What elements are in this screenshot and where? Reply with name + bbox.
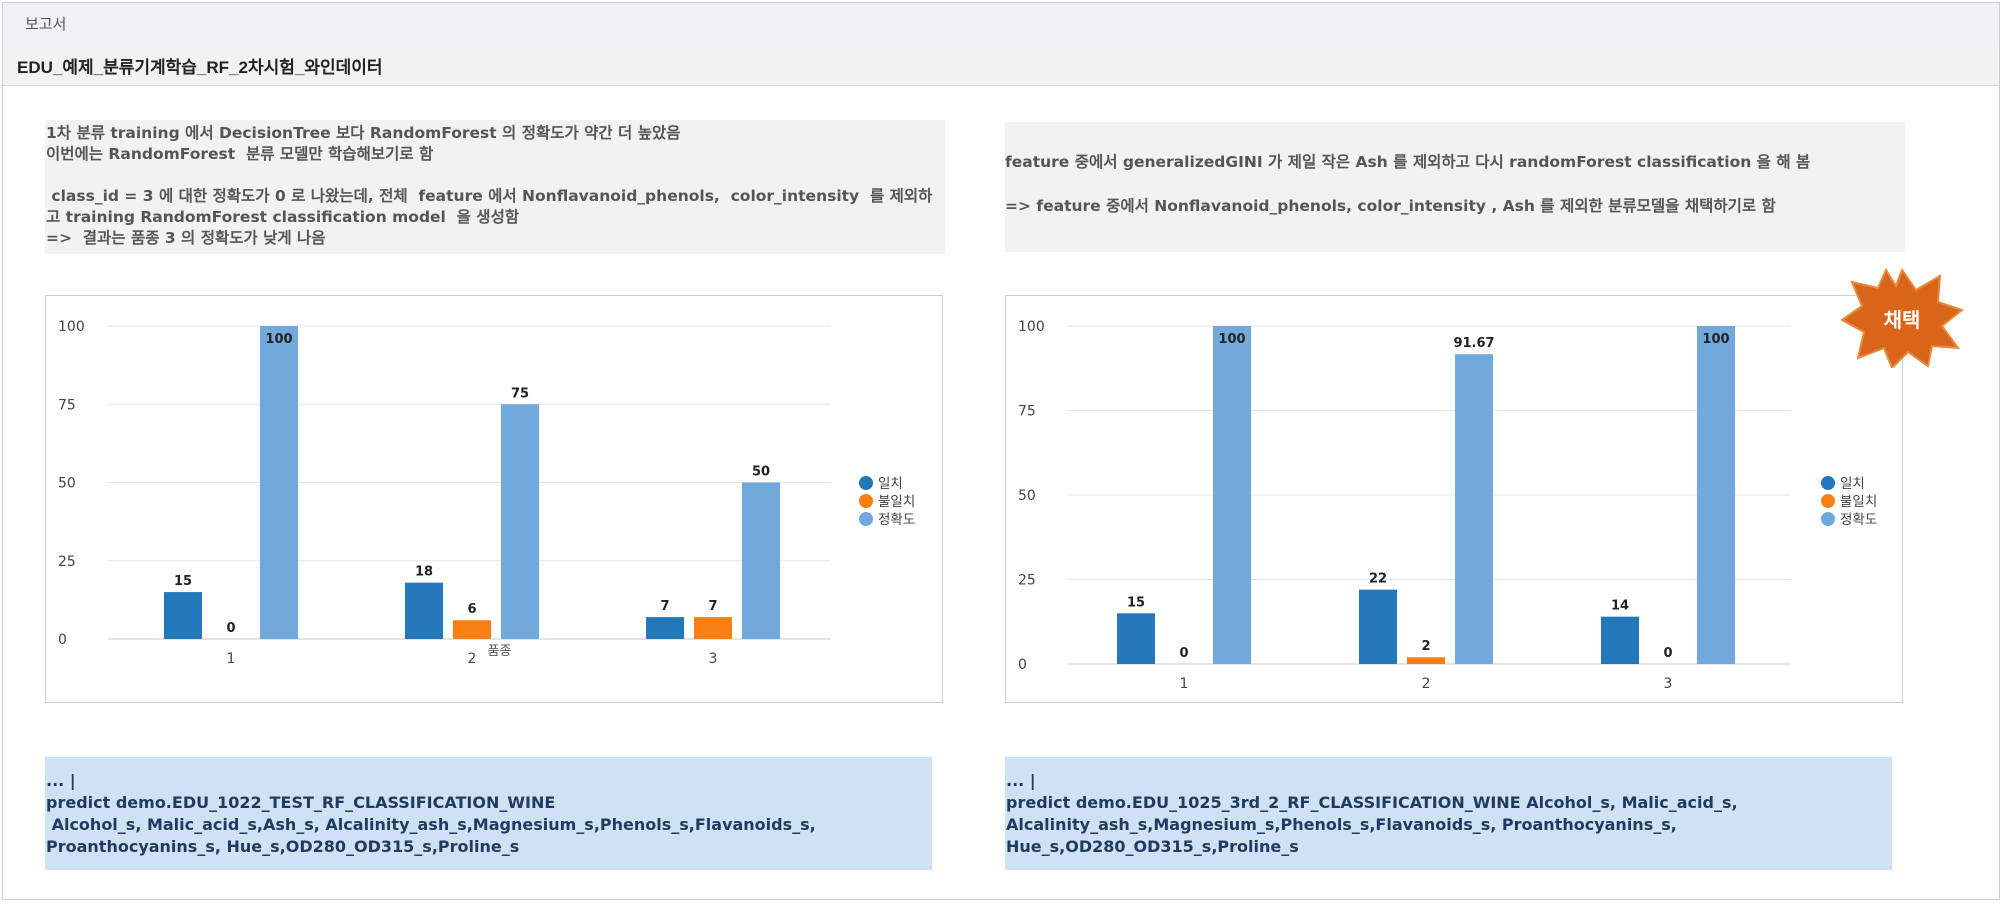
data-label: 100 — [1218, 332, 1245, 347]
data-label: 15 — [174, 574, 192, 589]
report-header: EDU_예제_분류기계학습_RF_2차시험_와인데이터 — [3, 41, 1999, 86]
data-label: 6 — [467, 602, 476, 617]
chart-right: 0 25 50 75 100 1 15 0 100 2 22 2 91.67 3 14 0 100 일치 불일치 정확… — [1005, 295, 1903, 703]
bar-3 — [742, 482, 780, 639]
x-tick-label: 1 — [1180, 676, 1189, 692]
data-label: 100 — [265, 332, 292, 347]
chart-right-svg: 02550751001150100222291.673140100일치불일치정확… — [1018, 319, 1877, 692]
data-label: 75 — [511, 386, 529, 401]
legend-marker — [1821, 476, 1835, 490]
data-label: 0 — [226, 621, 235, 636]
y-tick-label: 50 — [58, 476, 76, 492]
y-tick-label: 25 — [1018, 573, 1036, 589]
window-title: 보고서 — [25, 16, 67, 33]
y-tick-label: 0 — [1018, 657, 1027, 673]
adopted-badge: 채택 — [1840, 267, 1965, 370]
bar-1 — [164, 592, 202, 639]
legend-marker — [859, 494, 873, 508]
y-tick-label: 100 — [58, 319, 85, 335]
bar-2 — [453, 620, 491, 639]
data-label: 0 — [1663, 646, 1672, 661]
legend-label: 일치 — [1840, 476, 1865, 492]
x-tick-label: 2 — [1422, 676, 1431, 692]
bar-2 — [694, 617, 732, 639]
legend-marker — [1821, 512, 1835, 526]
bar-3 — [1697, 326, 1735, 664]
x-tick-label: 1 — [227, 651, 236, 667]
bar-3 — [1213, 326, 1251, 664]
y-tick-label: 25 — [58, 554, 76, 570]
bar-3 — [260, 326, 298, 639]
legend-marker — [1821, 494, 1835, 508]
x-axis-label: 품종 — [488, 644, 512, 659]
legend-label: 불일치 — [1840, 494, 1877, 510]
report-title: EDU_예제_분류기계학습_RF_2차시험_와인데이터 — [17, 58, 383, 77]
y-tick-label: 50 — [1018, 488, 1036, 504]
legend-label: 일치 — [878, 476, 903, 492]
legend-marker — [859, 476, 873, 490]
data-label: 7 — [708, 599, 717, 614]
data-label: 50 — [752, 465, 770, 480]
bar-1 — [1359, 589, 1397, 664]
bar-1 — [405, 582, 443, 639]
data-label: 0 — [1179, 646, 1188, 661]
bar-2 — [1407, 657, 1445, 664]
y-tick-label: 75 — [58, 397, 76, 413]
bar-3 — [1455, 354, 1493, 664]
right-query: ... | predict demo.EDU_1025_3rd_2_RF_CLA… — [1005, 757, 1892, 870]
y-tick-label: 0 — [58, 632, 67, 648]
legend-marker — [859, 512, 873, 526]
legend-label: 불일치 — [878, 494, 915, 510]
left-query: ... | predict demo.EDU_1022_TEST_RF_CLAS… — [45, 757, 932, 870]
adopted-badge-label: 채택 — [1883, 308, 1921, 332]
y-tick-label: 75 — [1018, 404, 1036, 420]
legend-label: 정확도 — [1840, 512, 1877, 528]
data-label: 22 — [1369, 572, 1387, 587]
legend-label: 정확도 — [878, 512, 915, 528]
bar-1 — [1601, 616, 1639, 664]
bar-1 — [646, 617, 684, 639]
bar-1 — [1117, 613, 1155, 664]
x-tick-label: 2 — [468, 651, 477, 667]
x-tick-label: 3 — [1664, 676, 1673, 692]
y-tick-label: 100 — [1018, 319, 1045, 335]
data-label: 15 — [1127, 595, 1145, 610]
data-label: 18 — [415, 565, 433, 580]
data-label: 7 — [660, 599, 669, 614]
right-note: feature 중에서 generalizedGINI 가 제일 작은 Ash … — [1005, 122, 1905, 252]
x-tick-label: 3 — [709, 651, 718, 667]
bar-3 — [501, 404, 539, 639]
data-label: 2 — [1421, 639, 1430, 654]
data-label: 100 — [1702, 332, 1729, 347]
data-label: 91.67 — [1453, 336, 1494, 351]
window-title-bar: 보고서 — [3, 3, 1999, 42]
data-label: 14 — [1611, 599, 1629, 614]
left-note: 1차 분류 training 에서 DecisionTree 보다 Random… — [45, 120, 945, 254]
